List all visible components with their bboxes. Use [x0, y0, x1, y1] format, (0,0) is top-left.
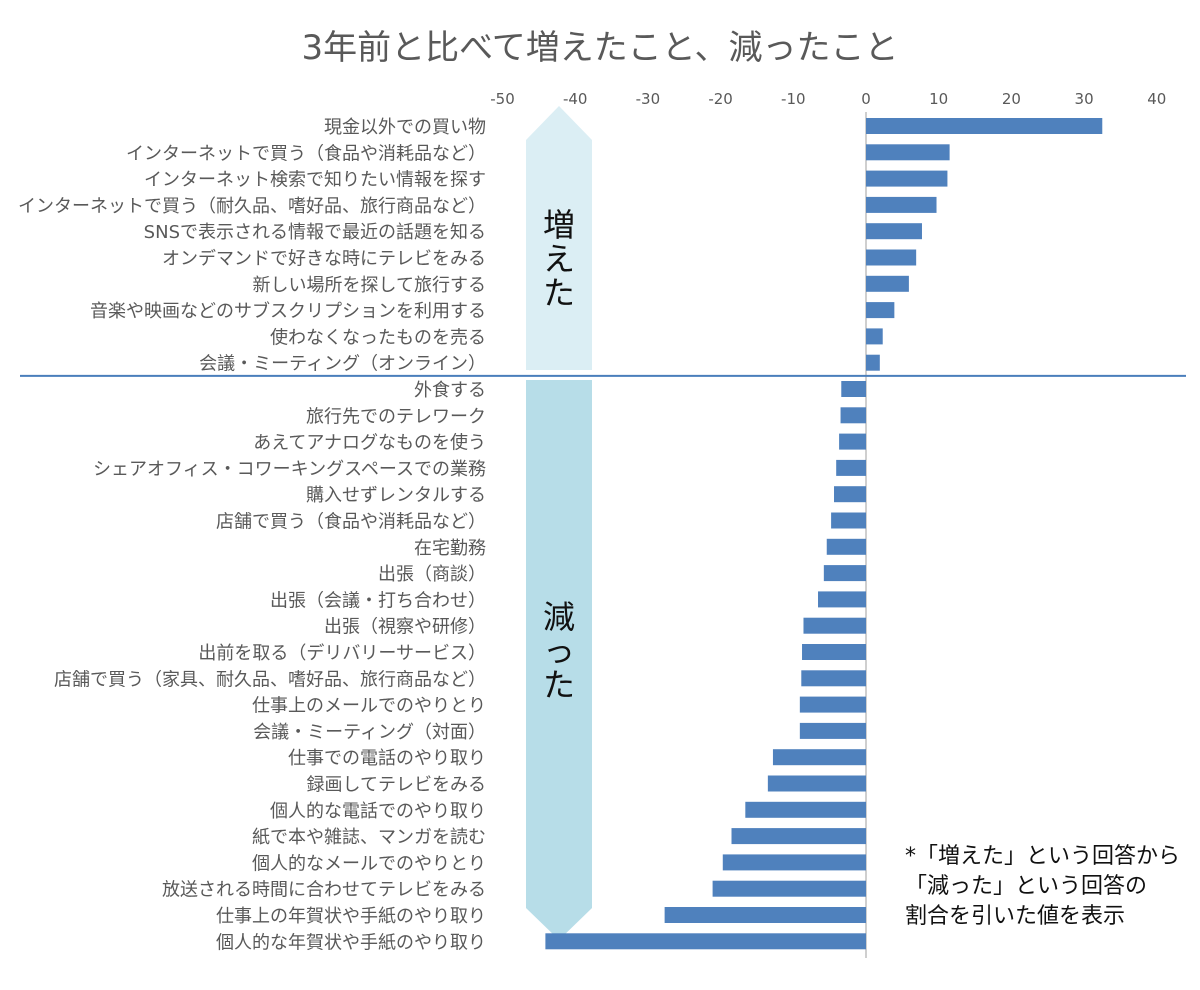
decrease-bar	[839, 433, 866, 450]
footnote: *「増えた」という回答から 「減った」という回答の 割合を引いた値を表示	[905, 842, 1180, 932]
category-label: 個人的な電話でのやり取り	[270, 801, 486, 822]
x-tick-label: -10	[781, 90, 806, 108]
increase-group-arrow	[526, 106, 592, 370]
increase-bar	[866, 170, 948, 187]
x-tick-label: 40	[1147, 90, 1166, 108]
decrease-group-label: 減った	[543, 598, 575, 704]
decrease-bar	[722, 854, 866, 871]
category-label: 店舗で買う（家具、耐久品、嗜好品、旅行商品など）	[54, 669, 486, 690]
category-label: 旅行先でのテレワーク	[306, 406, 486, 427]
footnote-line-1: *「増えた」という回答から	[905, 844, 1181, 869]
x-tick-label: 20	[1002, 90, 1021, 108]
decrease-bar	[836, 459, 866, 476]
category-label: あえてアナログなものを使う	[253, 433, 486, 454]
decrease-bar	[545, 933, 866, 950]
category-label: 個人的なメールでのやりとり	[252, 853, 486, 874]
increase-bar	[866, 328, 883, 345]
category-label: 仕事上のメールでのやりとり	[252, 696, 486, 717]
increase-bar	[866, 249, 917, 266]
increase-bar	[866, 144, 950, 161]
decrease-bar	[731, 828, 866, 845]
footnote-line-2: 「減った」という回答の	[905, 874, 1148, 899]
svg-text:え: え	[543, 240, 575, 278]
category-label: 購入せずレンタルする	[306, 485, 486, 506]
x-tick-label: 30	[1075, 90, 1094, 108]
decrease-bar	[799, 722, 866, 739]
decrease-bar	[831, 512, 866, 529]
increase-bar	[866, 118, 1103, 134]
decrease-bar	[834, 486, 866, 503]
category-label: 会議・ミーティング（対面）	[253, 722, 486, 743]
category-label: SNSで表示される情報で最近の話題を知る	[144, 222, 486, 243]
category-label: 仕事での電話のやり取り	[288, 748, 486, 769]
x-tick-label: -20	[708, 90, 733, 108]
category-label: 音楽や映画などのサブスクリプションを利用する	[90, 300, 486, 322]
category-label: 出張（商談）	[378, 564, 486, 585]
increase-bar	[866, 275, 909, 292]
category-label: 新しい場所を探して旅行する	[253, 275, 486, 296]
decrease-group-arrow	[526, 380, 592, 940]
footnote-line-3: 割合を引いた値を表示	[905, 904, 1126, 929]
category-label: オンデマンドで好きな時にテレビをみる	[162, 249, 486, 270]
category-label: 現金以外での買い物	[324, 117, 486, 138]
decrease-bar	[745, 801, 866, 818]
decrease-bar	[801, 670, 866, 687]
increase-bar	[866, 354, 880, 371]
chart-title: 3年前と比べて増えたこと、減ったこと	[301, 28, 899, 68]
category-label: 在宅勤務	[414, 538, 486, 559]
svg-text:た: た	[543, 274, 575, 312]
increase-bar	[866, 196, 937, 213]
decrease-bar	[767, 775, 866, 792]
category-label: インターネット検索で知りたい情報を探す	[144, 170, 486, 191]
category-label: 店舗で買う（食品や消耗品など）	[216, 512, 486, 533]
category-label: 個人的な年賀状や手紙のやり取り	[216, 932, 486, 953]
category-label: インターネットで買う（耐久品、嗜好品、旅行商品など）	[18, 196, 486, 217]
x-tick-label: 0	[861, 90, 871, 108]
category-label: 外食する	[414, 380, 486, 401]
increase-bar	[866, 302, 895, 319]
svg-text:た: た	[543, 666, 575, 704]
svg-text:増: 増	[543, 206, 575, 244]
decrease-bar	[826, 538, 866, 555]
category-label: 出前を取る（デリバリーサービス）	[198, 643, 486, 664]
category-label: 使わなくなったものを売る	[270, 327, 486, 348]
decrease-bar	[823, 565, 866, 582]
decrease-bar	[841, 381, 866, 397]
svg-text:減: 減	[543, 598, 575, 636]
decrease-bar	[803, 617, 866, 634]
decrease-bar	[818, 591, 866, 608]
decrease-bar	[799, 696, 866, 713]
category-label: 仕事上の年賀状や手紙のやり取り	[216, 906, 486, 927]
category-label: 録画してテレビをみる	[307, 775, 486, 796]
increase-group-label: 増えた	[543, 206, 575, 312]
decrease-bar	[712, 880, 866, 897]
category-label: 出張（視察や研修）	[324, 617, 486, 638]
category-label: シェアオフィス・コワーキングスペースでの業務	[93, 459, 486, 480]
x-tick-label: -50	[490, 90, 515, 108]
category-label: 放送される時間に合わせてテレビをみる	[162, 880, 486, 901]
x-tick-label: 10	[929, 90, 948, 108]
x-tick-label: -30	[636, 90, 661, 108]
category-label: インターネットで買う（食品や消耗品など）	[126, 143, 486, 164]
category-label: 出張（会議・打ち合わせ）	[270, 590, 486, 611]
decrease-bar	[802, 644, 866, 660]
decrease-bar	[772, 749, 866, 766]
increase-bar	[866, 223, 922, 240]
svg-text:っ: っ	[543, 632, 575, 670]
decrease-bar	[840, 407, 866, 424]
x-tick-label: -40	[563, 90, 588, 108]
category-label: 紙で本や雑誌、マンガを読む	[252, 827, 486, 848]
category-label: 会議・ミーティング（オンライン）	[199, 354, 486, 375]
decrease-bar	[664, 907, 866, 923]
